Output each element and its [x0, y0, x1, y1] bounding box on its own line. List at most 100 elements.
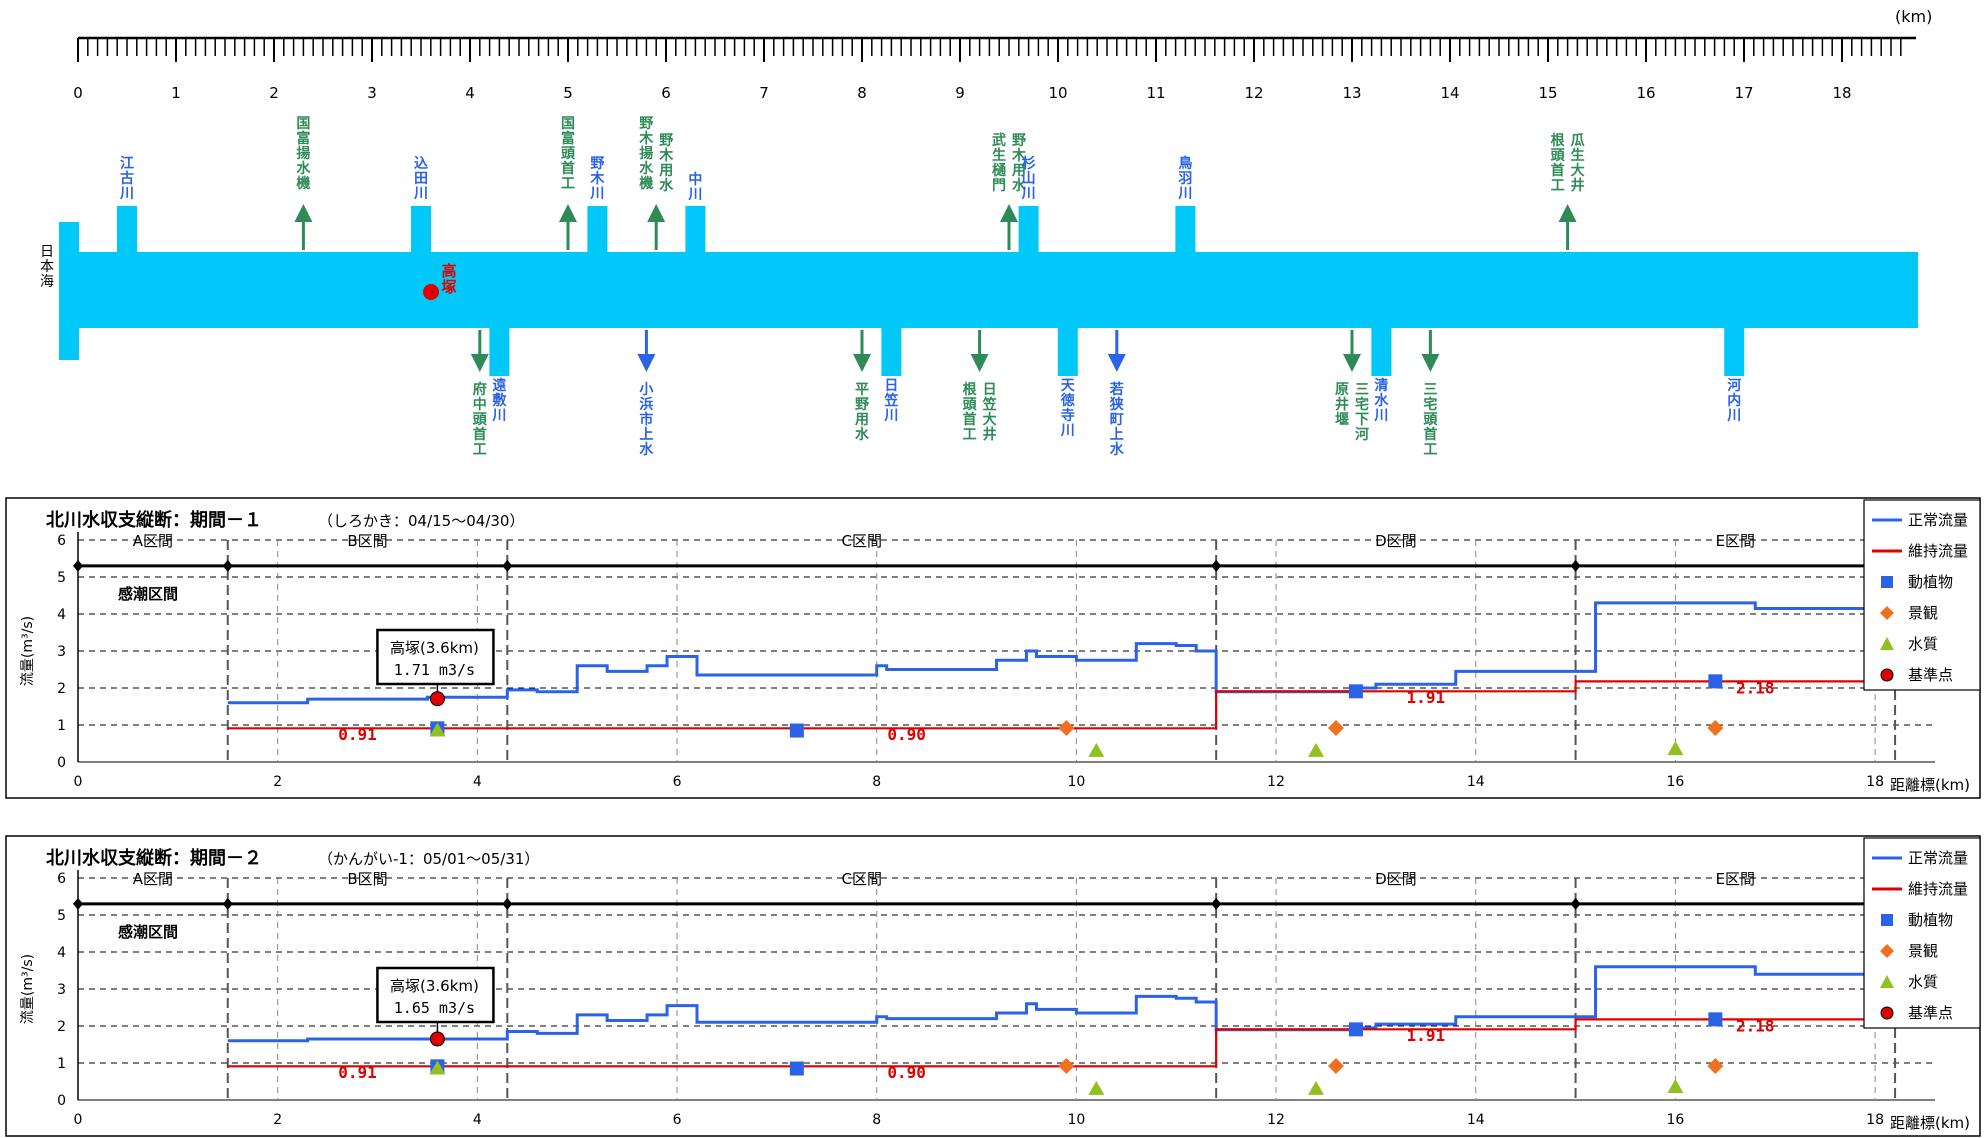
chart-period-2: 北川水収支縦断：期間－２ （かんがい-1：05/01～05/31）01234560… — [6, 836, 1980, 1136]
marker-plants-animals — [1349, 1022, 1363, 1036]
chart-frame — [6, 498, 1980, 798]
marker-plants-animals — [790, 1062, 804, 1076]
marker-water-quality — [1308, 1081, 1324, 1095]
scale-tick-label: 11 — [1146, 84, 1165, 102]
section-label: D区間 — [1375, 532, 1417, 550]
scale-tick-label: 2 — [269, 84, 279, 102]
withdrawal-arrow-head — [1108, 354, 1126, 372]
x-tick-label: 0 — [74, 1112, 83, 1128]
section-boundary-marker — [1571, 560, 1581, 572]
scale-tick-label: 18 — [1832, 84, 1851, 102]
tributary-label: 日笠川 — [883, 378, 898, 424]
section-label: B区間 — [347, 532, 387, 550]
x-tick-label: 6 — [673, 774, 682, 790]
section-label: E区間 — [1716, 532, 1755, 550]
withdrawal-arrow-head — [559, 204, 577, 222]
marker-landscape — [1328, 720, 1344, 736]
withdrawal-label: 国富頭首工 — [561, 116, 576, 192]
x-tick-label: 12 — [1267, 1112, 1285, 1128]
withdrawal-label-full: 野木用水野木揚水機 — [656, 0, 665, 1]
marker-landscape — [1707, 1058, 1723, 1074]
x-tick-label: 18 — [1866, 774, 1884, 790]
tributary-label: 河内川 — [1726, 377, 1741, 424]
marker-landscape — [1058, 720, 1074, 736]
withdrawal-arrow-head — [1343, 354, 1361, 372]
tidal-section-label: 感潮区間 — [118, 923, 178, 941]
tributary-inlet — [1058, 326, 1078, 376]
x-tick-label: 0 — [74, 774, 83, 790]
y-tick-label: 1 — [57, 718, 66, 734]
y-tick-label: 5 — [57, 908, 66, 924]
x-tick-label: 18 — [1866, 1112, 1884, 1128]
y-tick-label: 4 — [57, 607, 66, 623]
y-tick-label: 6 — [57, 871, 66, 887]
withdrawal-label-full: 平野用水 — [862, 0, 866, 1]
scale-tick-label: 7 — [759, 84, 769, 102]
reference-point-marker — [423, 284, 439, 300]
scale-tick-label: 3 — [367, 84, 377, 102]
section-boundary-marker — [1571, 898, 1581, 910]
section-label: E区間 — [1716, 870, 1755, 888]
x-tick-label: 6 — [673, 1112, 682, 1128]
tributary-label: 杉山川 — [1021, 155, 1036, 202]
legend-swatch — [1881, 1007, 1893, 1019]
withdrawal-arrow-head — [294, 204, 312, 222]
y-tick-label: 3 — [57, 644, 66, 660]
chart-subtitle: （しろかき：04/15～04/30） — [318, 512, 524, 530]
withdrawal-arrow-head — [647, 204, 665, 222]
y-axis-label: 流量(m³/s) — [20, 616, 36, 686]
y-tick-label: 5 — [57, 570, 66, 586]
withdrawal-label: 原井堰 — [1335, 382, 1349, 428]
y-tick-label: 2 — [57, 1019, 66, 1035]
scale-tick-label: 17 — [1734, 84, 1753, 102]
legend-label: 景観 — [1908, 604, 1938, 622]
withdrawal-label-full: 府中頭首工 — [480, 0, 485, 1]
scale-tick-label: 10 — [1048, 84, 1067, 102]
chart-frame — [6, 836, 1980, 1136]
withdrawal-label-full: 小浜市上水 — [646, 0, 651, 1]
y-tick-label: 4 — [57, 945, 66, 961]
legend-label: 基準点 — [1908, 1004, 1953, 1022]
withdrawal-label-full: 日笠大井根頭首工 — [980, 0, 988, 1]
section-boundary-marker — [223, 560, 233, 572]
withdrawal-label: 根頭首工 — [963, 381, 978, 443]
y-tick-label: 3 — [57, 982, 66, 998]
legend-label: 正常流量 — [1908, 511, 1968, 529]
section-boundary-marker — [502, 560, 512, 572]
marker-water-quality — [1667, 1079, 1683, 1093]
marker-landscape — [1707, 720, 1723, 736]
section-boundary-marker — [502, 898, 512, 910]
river-schematic: (km) 0 1 2 3 4 5 6 7 8 9 10 11 12 13 14 15 16 17 18日本海高塚江古… — [40, 0, 1932, 458]
reference-callout-value: 1.65 m3/s — [394, 999, 475, 1017]
legend-swatch — [1881, 576, 1893, 588]
withdrawal-label-full: 三宅頭首工 — [1430, 0, 1435, 1]
scale-tick-label: 15 — [1538, 84, 1557, 102]
x-tick-label: 14 — [1467, 774, 1485, 790]
data-label: 1.91 — [1407, 1026, 1446, 1045]
tributary-label: 込田川 — [413, 155, 428, 202]
withdrawal-arrow-head — [1000, 204, 1018, 222]
scale-tick-label: 12 — [1244, 84, 1263, 102]
section-boundary-marker — [73, 560, 83, 572]
legend-label: 水質 — [1908, 635, 1938, 653]
withdrawal-label: 日笠大井 — [982, 382, 997, 443]
marker-water-quality — [1667, 741, 1683, 755]
section-boundary-marker — [1211, 898, 1221, 910]
section-label: B区間 — [347, 870, 387, 888]
withdrawal-label-full: 瓜生大井根頭首工 — [1568, 0, 1576, 1]
sea-label: 日本海 — [40, 244, 54, 290]
legend-swatch — [1881, 669, 1893, 681]
legend-label: 景観 — [1908, 942, 1938, 960]
section-label: A区間 — [133, 532, 173, 550]
withdrawal-arrow-head — [971, 354, 989, 372]
chart-title: 北川水収支縦断：期間－１ — [46, 509, 262, 531]
section-boundary-marker — [223, 898, 233, 910]
tributary-inlet — [1724, 326, 1744, 376]
scale-tick-label: 16 — [1636, 84, 1655, 102]
scale-tick-label: 13 — [1342, 84, 1361, 102]
withdrawal-label: 小浜市上水 — [639, 382, 654, 458]
scale-tick-label: 0 — [73, 84, 83, 102]
x-tick-label: 2 — [273, 774, 282, 790]
withdrawal-label: 平野用水 — [855, 382, 870, 443]
marker-plants-animals — [790, 724, 804, 738]
